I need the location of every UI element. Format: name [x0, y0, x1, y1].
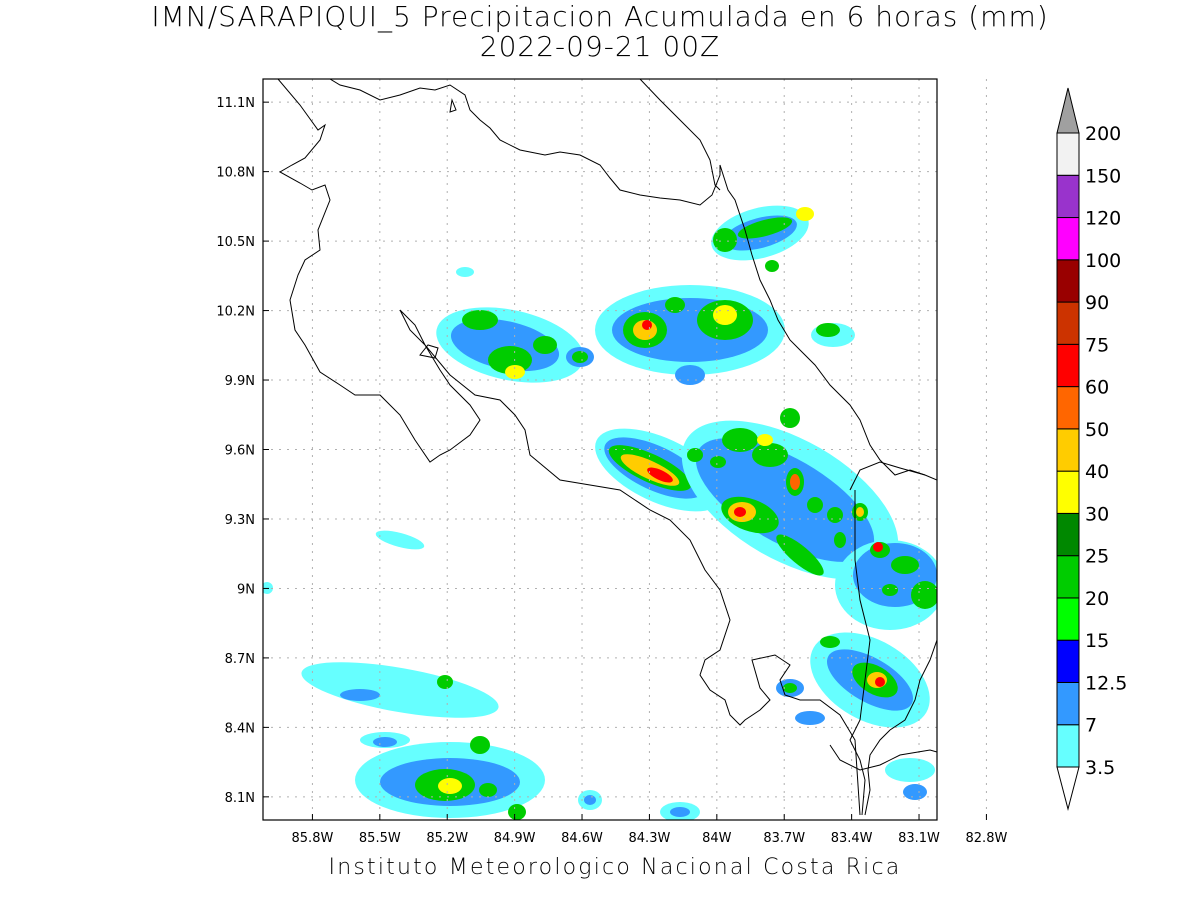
latitude-tick-label: 9.9N	[225, 374, 255, 389]
longitude-tick-label: 85.5W	[359, 831, 401, 846]
longitude-tick-label: 85.2W	[426, 831, 468, 846]
rain-band-central	[595, 428, 725, 512]
rain-cluster-north-central	[595, 205, 855, 385]
longitude-tick-label: 84.3W	[629, 831, 671, 846]
rain-band-pacific	[263, 530, 700, 820]
colorbar-level-label: 120	[1085, 208, 1121, 230]
longitude-tick-label: 84.6W	[561, 831, 603, 846]
longitude-tick-label: 83.4W	[831, 831, 873, 846]
latitude-tick-label: 8.4N	[225, 721, 255, 736]
colorbar-level-label: 75	[1085, 334, 1109, 356]
longitude-tick-label: 84.9W	[494, 831, 536, 846]
colorbar-level-label: 90	[1085, 292, 1109, 314]
colorbar-swatch	[1056, 217, 1080, 261]
latitude-tick-label: 10.5N	[216, 235, 255, 250]
colorbar-max-arrow	[1056, 87, 1080, 134]
colorbar-level-label: 200	[1085, 123, 1121, 145]
colorbar-swatch	[1056, 470, 1080, 514]
latitude-axis: 8.1N 8.4N 8.7N 9N 9.3N 9.6N 9.9N 10.2N 10.5N 10.8…	[216, 96, 269, 806]
rain-cluster-north-west	[436, 267, 594, 383]
credit-text: Instituto Meteorologico Nacional Costa R…	[328, 855, 902, 880]
rain-band-caribbean	[681, 408, 899, 580]
colorbar-level-label: 25	[1085, 546, 1109, 568]
rain-cluster-southeast	[776, 540, 937, 800]
longitude-tick-label: 83.1W	[898, 831, 940, 846]
colorbar-swatch	[1056, 301, 1080, 345]
colorbar-level-label: 7	[1085, 715, 1097, 737]
latitude-tick-label: 9N	[237, 582, 255, 597]
colorbar-swatch	[1056, 681, 1080, 726]
latitude-tick-label: 11.1N	[216, 96, 255, 111]
precipitation-field	[263, 205, 937, 820]
colorbar-swatch	[1056, 174, 1080, 219]
colorbar-swatch	[1056, 259, 1080, 303]
map-title: IMN/SARAPIQUI_5 Precipitacion Acumulada …	[151, 0, 1049, 33]
longitude-tick-label: 84W	[702, 831, 732, 846]
longitude-tick-label: 85.8W	[292, 831, 334, 846]
coastline	[277, 79, 937, 816]
colorbar-level-label: 150	[1085, 165, 1121, 187]
latitude-tick-label: 10.8N	[216, 166, 255, 181]
colorbar-swatch	[1056, 343, 1080, 388]
colorbar-level-label: 40	[1085, 461, 1109, 483]
colorbar-level-label: 3.5	[1085, 757, 1115, 779]
colorbar-swatch	[1056, 639, 1080, 683]
longitude-tick-label: 83.7W	[763, 831, 805, 846]
colorbar-swatch	[1056, 512, 1080, 557]
colorbar-swatch	[1056, 555, 1080, 599]
colorbar-level-label: 20	[1085, 588, 1109, 610]
longitude-tick-label: 82.8W	[966, 831, 1008, 846]
colorbar-swatch	[1056, 132, 1080, 176]
colorbar-swatch	[1056, 386, 1080, 430]
graticule	[263, 79, 987, 820]
colorbar-level-label: 15	[1085, 630, 1109, 652]
latitude-tick-label: 10.2N	[216, 305, 255, 320]
colorbar-min-arrow	[1056, 766, 1080, 811]
latitude-tick-label: 9.3N	[225, 513, 255, 528]
colorbar-level-label: 12.5	[1085, 672, 1127, 694]
latitude-tick-label: 8.1N	[225, 791, 255, 806]
colorbar-level-label: 50	[1085, 419, 1109, 441]
colorbar-level-label: 100	[1085, 250, 1121, 272]
colorbar-swatch	[1056, 597, 1080, 641]
map-datetime: 2022-09-21 00Z	[479, 30, 721, 63]
colorbar-swatch	[1056, 724, 1080, 768]
latitude-tick-label: 8.7N	[225, 652, 255, 667]
colorbar-legend: 3.5 7 12.5 15 20 25 30 40 50 60 75 90 100 120 150 200	[1056, 87, 1127, 811]
colorbar-level-label: 30	[1085, 503, 1109, 525]
longitude-axis: 85.8W 85.5W 85.2W 84.9W 84.6W 84.3W 84W 83.7W 83…	[292, 814, 1008, 846]
colorbar-swatch	[1056, 428, 1080, 472]
latitude-tick-label: 9.6N	[225, 444, 255, 459]
colorbar-level-label: 60	[1085, 377, 1109, 399]
